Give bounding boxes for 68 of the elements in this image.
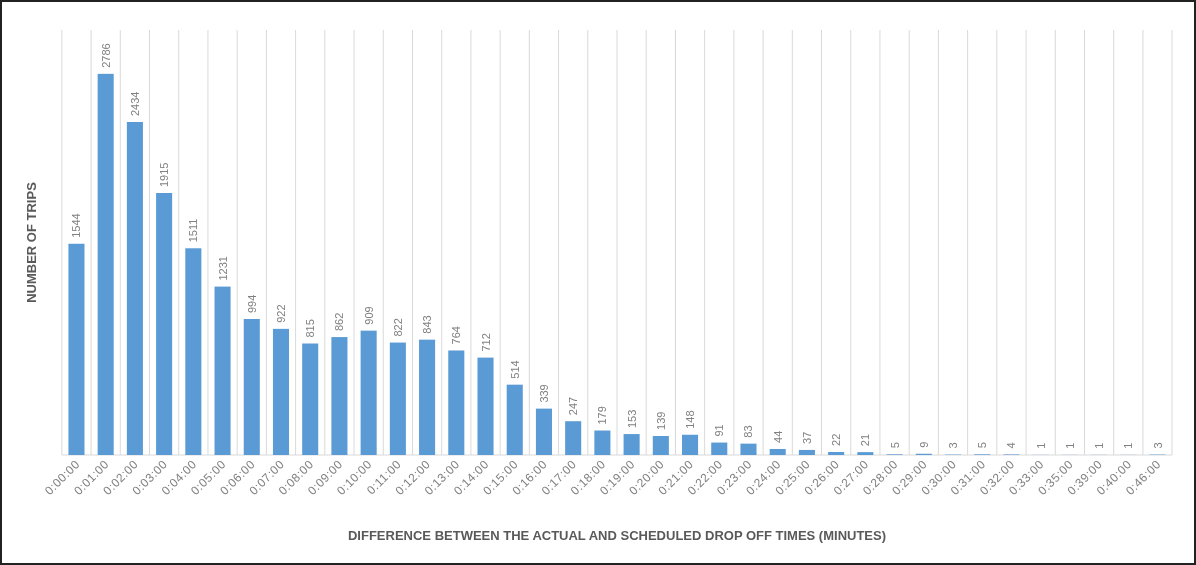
bar [506, 384, 523, 455]
data-label: 3 [947, 442, 960, 449]
bar [360, 330, 377, 455]
bar [331, 337, 348, 455]
bar [682, 434, 699, 455]
data-label: 815 [304, 319, 317, 338]
data-label: 339 [537, 384, 550, 403]
data-label: 1 [1093, 442, 1106, 449]
bar [623, 434, 640, 455]
data-label: 2434 [128, 91, 141, 116]
data-label: 1 [1122, 442, 1135, 449]
bar [97, 73, 114, 455]
data-label: 862 [333, 312, 346, 332]
data-label: 4 [1005, 442, 1018, 449]
data-label: 922 [274, 304, 287, 323]
y-axis-title: NUMBER OF TRIPS [24, 181, 39, 303]
data-label: 21 [859, 433, 872, 447]
data-label: 514 [508, 360, 521, 379]
bar [243, 319, 260, 455]
bar [594, 430, 611, 455]
data-label: 83 [742, 425, 755, 438]
data-label: 37 [800, 431, 813, 444]
bar [272, 328, 290, 455]
data-label: 5 [976, 442, 989, 449]
data-label: 247 [567, 396, 580, 416]
data-label: 1 [1034, 442, 1047, 449]
bar [156, 193, 173, 455]
bar [769, 448, 786, 455]
bar [711, 442, 728, 455]
data-label: 91 [713, 424, 726, 437]
data-label: 44 [771, 430, 784, 443]
data-label: 3 [1151, 442, 1164, 449]
data-label: 1231 [216, 256, 229, 281]
bar [389, 342, 406, 455]
bar [185, 248, 202, 455]
bar [68, 243, 85, 455]
data-label: 712 [479, 333, 492, 352]
x-axis-title: DIFFERENCE BETWEEN THE ACTUAL AND SCHEDULED DROP OFF TIMES (MINUTES) [347, 528, 887, 543]
bar [652, 435, 669, 455]
data-label: 9 [917, 441, 930, 448]
data-label: 1915 [158, 162, 171, 187]
data-label: 909 [362, 306, 375, 325]
bar [477, 357, 494, 455]
data-label: 139 [654, 411, 667, 430]
bar [798, 449, 815, 455]
data-label: 22 [830, 433, 843, 446]
bar [565, 421, 582, 455]
data-label: 148 [684, 410, 697, 429]
data-label: 2786 [99, 43, 112, 68]
data-label: 1544 [70, 213, 83, 238]
bar [535, 408, 552, 455]
bar [828, 451, 845, 455]
data-label: 822 [391, 318, 404, 337]
bar [302, 343, 319, 455]
data-label: 1 [1063, 442, 1076, 449]
bar [740, 443, 757, 455]
data-label: 179 [596, 406, 609, 425]
bar [214, 286, 231, 455]
bar [448, 350, 465, 455]
bar [126, 121, 143, 455]
data-label: 5 [888, 442, 901, 449]
bar [857, 452, 874, 455]
data-label: 764 [450, 326, 463, 345]
data-label: 1511 [187, 218, 200, 243]
data-label: 994 [245, 294, 258, 314]
data-label: 153 [625, 409, 638, 429]
data-label: 843 [421, 315, 434, 334]
bar [419, 339, 436, 455]
